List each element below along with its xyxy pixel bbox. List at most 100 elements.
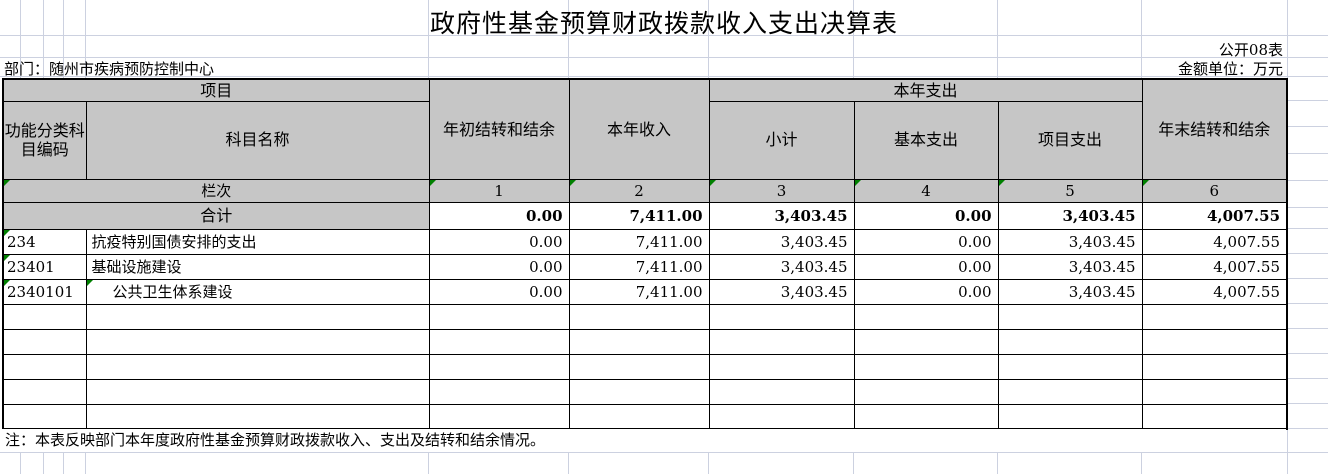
empty-cell[interactable]	[428, 303, 570, 330]
empty-cell[interactable]	[1141, 328, 1288, 355]
empty-cell[interactable]	[1141, 303, 1288, 330]
header-closing-balance[interactable]: 年末结转和结余	[1141, 78, 1288, 180]
value-cell[interactable]: 3,403.45	[708, 278, 855, 305]
header-project-group[interactable]: 项目	[2, 78, 430, 102]
empty-row	[2, 303, 1288, 330]
value-cell[interactable]: 3,403.45	[997, 228, 1143, 255]
total-value-cell[interactable]: 4,007.55	[1141, 201, 1288, 230]
value-cell[interactable]: 4,007.55	[1141, 278, 1288, 305]
empty-cell[interactable]	[853, 378, 999, 405]
empty-cell[interactable]	[85, 403, 430, 430]
code-cell[interactable]: 2340101	[2, 278, 87, 305]
total-value-cell[interactable]: 7,411.00	[568, 201, 710, 230]
empty-cell[interactable]	[2, 353, 87, 380]
empty-cell[interactable]	[85, 378, 430, 405]
value-cell[interactable]: 7,411.00	[568, 253, 710, 280]
header-project-expenditure[interactable]: 项目支出	[997, 100, 1143, 180]
grid-line	[0, 35, 1328, 36]
empty-cell[interactable]	[997, 353, 1143, 380]
empty-cell[interactable]	[85, 328, 430, 355]
empty-cell[interactable]	[997, 378, 1143, 405]
empty-cell[interactable]	[568, 378, 710, 405]
value-cell[interactable]: 0.00	[853, 253, 999, 280]
header-basic-expenditure[interactable]: 基本支出	[853, 100, 999, 180]
value-cell[interactable]: 3,403.45	[708, 228, 855, 255]
header-current-expenditure-group[interactable]: 本年支出	[708, 78, 1143, 102]
header-subject-name[interactable]: 科目名称	[85, 100, 430, 180]
header-subtotal[interactable]: 小计	[708, 100, 855, 180]
value-cell[interactable]: 3,403.45	[997, 253, 1143, 280]
column-index-6[interactable]: 6	[1141, 178, 1288, 203]
empty-cell[interactable]	[708, 303, 855, 330]
budget-table: 项目 年初结转和结余 本年收入 本年支出 年末结转和结余 功能分类科目编码 科目…	[2, 78, 1289, 430]
empty-cell[interactable]	[428, 378, 570, 405]
error-flag-icon	[855, 180, 861, 186]
column-index-text: 栏次	[201, 181, 232, 200]
empty-cell[interactable]	[568, 328, 710, 355]
empty-cell[interactable]	[568, 353, 710, 380]
value-cell[interactable]: 0.00	[853, 228, 999, 255]
subject-name-cell[interactable]: 公共卫生体系建设	[85, 278, 430, 305]
sheet-number-label: 公开08表	[1218, 41, 1283, 59]
code-cell[interactable]: 234	[2, 228, 87, 255]
total-value-cell[interactable]: 3,403.45	[997, 201, 1143, 230]
empty-cell[interactable]	[568, 403, 710, 430]
empty-cell[interactable]	[2, 328, 87, 355]
empty-cell[interactable]	[853, 328, 999, 355]
column-index-label[interactable]: 栏次	[2, 178, 430, 203]
column-index-4[interactable]: 4	[853, 178, 999, 203]
empty-cell[interactable]	[2, 378, 87, 405]
empty-cell[interactable]	[85, 303, 430, 330]
empty-cell[interactable]	[428, 403, 570, 430]
value-cell[interactable]: 0.00	[428, 278, 570, 305]
empty-cell[interactable]	[85, 353, 430, 380]
empty-cell[interactable]	[1141, 378, 1288, 405]
value-cell[interactable]: 7,411.00	[568, 278, 710, 305]
empty-cell[interactable]	[708, 403, 855, 430]
column-index-5[interactable]: 5	[997, 178, 1143, 203]
subject-name-text: 公共卫生体系建设	[112, 282, 233, 301]
empty-cell[interactable]	[1141, 403, 1288, 430]
total-row-label[interactable]: 合计	[2, 201, 430, 230]
empty-cell[interactable]	[428, 328, 570, 355]
error-flag-icon	[4, 280, 10, 286]
column-index-1[interactable]: 1	[428, 178, 570, 203]
empty-cell[interactable]	[2, 303, 87, 330]
empty-cell[interactable]	[997, 328, 1143, 355]
header-function-code[interactable]: 功能分类科目编码	[2, 100, 87, 180]
code-cell[interactable]: 23401	[2, 253, 87, 280]
value-cell[interactable]: 0.00	[428, 228, 570, 255]
column-index-2[interactable]: 2	[568, 178, 710, 203]
empty-cell[interactable]	[708, 328, 855, 355]
value-cell[interactable]: 0.00	[428, 253, 570, 280]
value-cell[interactable]: 4,007.55	[1141, 228, 1288, 255]
empty-cell[interactable]	[853, 403, 999, 430]
subject-name-cell[interactable]: 抗疫特别国债安排的支出	[85, 228, 430, 255]
error-flag-icon	[4, 255, 10, 261]
empty-cell[interactable]	[2, 403, 87, 430]
total-value-cell[interactable]: 0.00	[428, 201, 570, 230]
empty-cell[interactable]	[997, 403, 1143, 430]
code-text: 234	[7, 232, 36, 251]
total-value-cell[interactable]: 3,403.45	[708, 201, 855, 230]
empty-cell[interactable]	[568, 303, 710, 330]
value-cell[interactable]: 7,411.00	[568, 228, 710, 255]
header-current-income[interactable]: 本年收入	[568, 78, 710, 180]
empty-cell[interactable]	[997, 303, 1143, 330]
empty-cell[interactable]	[1141, 353, 1288, 380]
total-value-cell[interactable]: 0.00	[853, 201, 999, 230]
header-opening-balance[interactable]: 年初结转和结余	[428, 78, 570, 180]
empty-cell[interactable]	[853, 303, 999, 330]
column-index-3[interactable]: 3	[708, 178, 855, 203]
value-cell[interactable]: 0.00	[853, 278, 999, 305]
empty-cell[interactable]	[708, 378, 855, 405]
empty-cell[interactable]	[853, 353, 999, 380]
empty-row	[2, 378, 1288, 405]
empty-cell[interactable]	[428, 353, 570, 380]
error-flag-icon	[430, 180, 436, 186]
subject-name-cell[interactable]: 基础设施建设	[85, 253, 430, 280]
value-cell[interactable]: 3,403.45	[997, 278, 1143, 305]
value-cell[interactable]: 3,403.45	[708, 253, 855, 280]
value-cell[interactable]: 4,007.55	[1141, 253, 1288, 280]
empty-cell[interactable]	[708, 353, 855, 380]
